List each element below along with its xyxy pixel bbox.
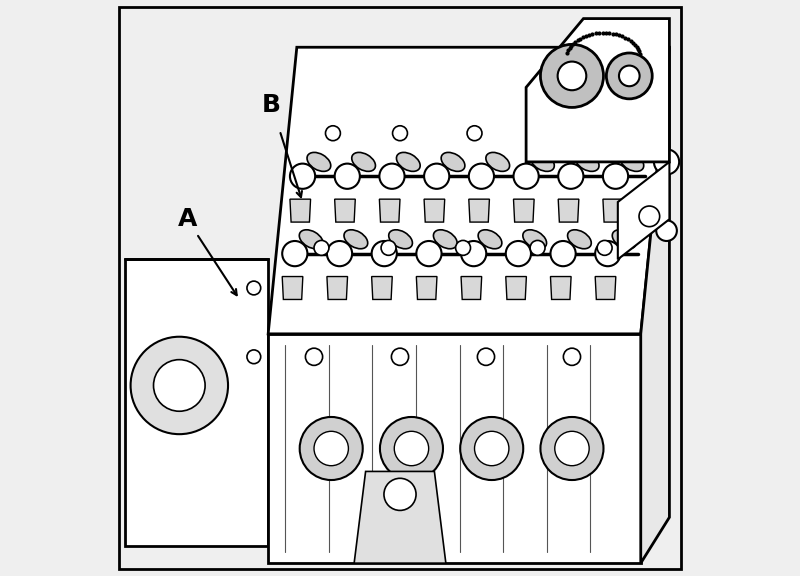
Ellipse shape [344,230,368,249]
Circle shape [326,126,340,141]
Circle shape [456,240,470,255]
Polygon shape [526,18,670,162]
Circle shape [314,431,349,466]
Circle shape [461,241,486,266]
Polygon shape [327,276,347,300]
Polygon shape [595,276,616,300]
Ellipse shape [486,153,510,172]
Circle shape [306,348,322,365]
Text: B: B [262,93,281,116]
Circle shape [380,417,443,480]
Circle shape [558,164,583,189]
Polygon shape [641,47,670,563]
Circle shape [300,417,362,480]
Ellipse shape [441,153,465,172]
Circle shape [541,417,603,480]
Polygon shape [354,471,446,563]
Circle shape [595,241,621,266]
Circle shape [541,44,603,108]
Polygon shape [372,276,392,300]
Ellipse shape [612,230,636,249]
Circle shape [334,164,360,189]
Polygon shape [558,199,579,222]
Circle shape [379,164,405,189]
Circle shape [554,431,589,466]
Circle shape [247,281,261,295]
Circle shape [290,164,315,189]
Circle shape [394,431,429,466]
Circle shape [460,417,523,480]
Polygon shape [268,334,641,563]
Circle shape [467,126,482,141]
Polygon shape [290,199,310,222]
Circle shape [314,240,329,255]
Circle shape [469,164,494,189]
Circle shape [393,126,407,141]
Circle shape [639,206,660,227]
Circle shape [424,164,450,189]
Ellipse shape [620,153,644,172]
Circle shape [474,431,509,466]
Ellipse shape [307,153,330,172]
Circle shape [619,66,640,86]
Polygon shape [461,276,482,300]
Ellipse shape [530,153,554,172]
Ellipse shape [567,230,591,249]
Circle shape [154,359,205,411]
Circle shape [247,350,261,363]
Polygon shape [379,199,400,222]
Polygon shape [618,162,670,259]
Ellipse shape [523,230,546,249]
Polygon shape [416,276,437,300]
Circle shape [558,62,586,90]
Polygon shape [268,47,670,334]
Ellipse shape [352,153,375,172]
Circle shape [416,241,442,266]
Circle shape [372,241,397,266]
Polygon shape [603,199,623,222]
Ellipse shape [397,153,420,172]
Polygon shape [550,276,571,300]
Circle shape [542,126,557,141]
Circle shape [597,240,612,255]
Circle shape [282,241,307,266]
Circle shape [327,241,352,266]
Circle shape [384,478,416,510]
Circle shape [609,126,623,141]
Ellipse shape [434,230,457,249]
Polygon shape [506,276,526,300]
Circle shape [530,240,545,255]
Circle shape [550,241,576,266]
Circle shape [563,348,581,365]
Polygon shape [469,199,490,222]
Circle shape [654,149,679,175]
Ellipse shape [478,230,502,249]
Circle shape [656,221,677,241]
Circle shape [391,348,409,365]
Ellipse shape [299,230,323,249]
Ellipse shape [575,153,599,172]
Ellipse shape [389,230,413,249]
Polygon shape [424,199,445,222]
Polygon shape [282,276,303,300]
Polygon shape [334,199,355,222]
Circle shape [603,164,628,189]
Circle shape [606,53,652,99]
Circle shape [506,241,531,266]
Polygon shape [125,259,268,546]
Polygon shape [514,199,534,222]
Text: A: A [178,207,198,231]
Circle shape [478,348,494,365]
Circle shape [381,240,396,255]
Circle shape [130,337,228,434]
Circle shape [514,164,538,189]
